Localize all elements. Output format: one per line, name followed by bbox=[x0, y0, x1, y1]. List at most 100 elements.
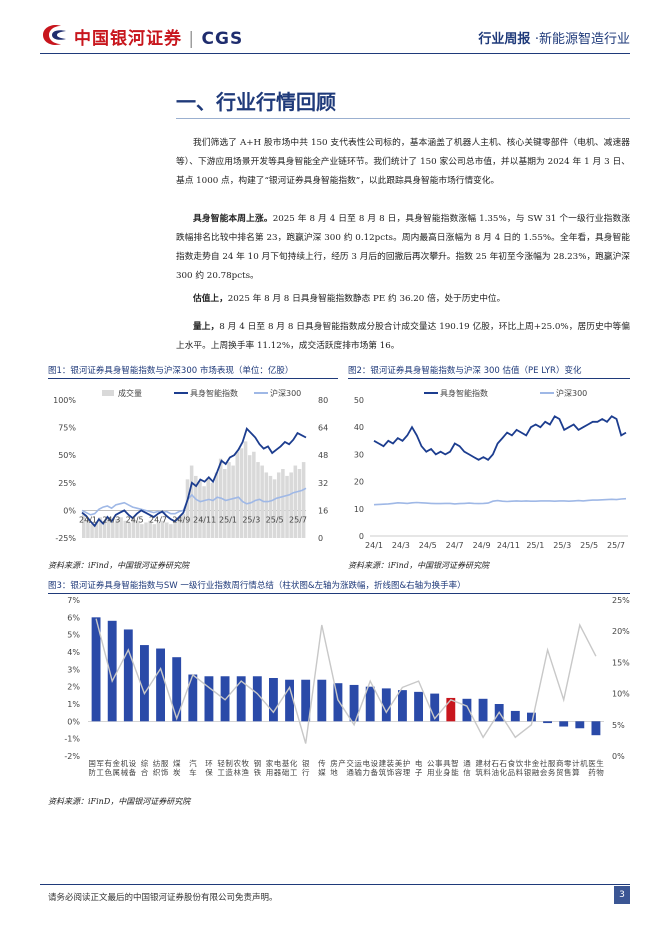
volume-bar bbox=[293, 465, 298, 538]
y-tick-label: 30 bbox=[354, 450, 364, 459]
header-divider bbox=[40, 53, 630, 54]
bar-change-pct bbox=[510, 710, 520, 722]
report-sector: ·新能源智造行业 bbox=[534, 32, 630, 47]
cgs-logo: 中国银河证券 | CGS bbox=[40, 20, 242, 52]
y-right-tick-label: 20% bbox=[612, 627, 630, 636]
volume-bar bbox=[115, 519, 119, 538]
series-line-turnover bbox=[95, 618, 597, 744]
volume-bar bbox=[131, 519, 136, 538]
x-category-label: 非银金融 bbox=[524, 758, 540, 777]
x-category-label: 交通运输 bbox=[346, 758, 362, 777]
figure2-title-divider bbox=[348, 378, 630, 379]
volume-bar bbox=[202, 486, 206, 538]
y-right-tick-label: 25% bbox=[612, 596, 630, 605]
x-category-label: 建筑装饰 bbox=[379, 758, 395, 777]
volume-bar bbox=[135, 520, 140, 538]
y-left-tick-label: 3% bbox=[67, 665, 80, 674]
y-left-tick-label: 7% bbox=[67, 596, 80, 605]
legend-swatch bbox=[102, 390, 114, 396]
x-category-label: 通信 bbox=[463, 758, 471, 777]
bar-change-pct bbox=[591, 721, 601, 736]
x-tick-label: 25/1 bbox=[219, 515, 237, 524]
figure1-source: 资料来源：iFind，中国银河证券研究院 bbox=[48, 561, 189, 570]
x-tick-label: 25/3 bbox=[553, 541, 571, 550]
figure3-chart: 7% 6% 5% 4% 3% 2% 1% 0% -1% -2% 25% 20% 15% 10% 5% 0% 国防… bbox=[64, 596, 630, 777]
y-left-tick-label: 5% bbox=[67, 631, 80, 640]
y-right-tick-label: 5% bbox=[612, 721, 625, 730]
paragraph-intro: 我们筛选了 A+H 股市场中共 150 支代表性公司标的，基本涵盖了机器人主机、… bbox=[176, 134, 630, 191]
volume-bar bbox=[194, 475, 198, 538]
x-category-label: 综合 bbox=[141, 758, 149, 777]
x-tick-label: 24/5 bbox=[419, 541, 437, 550]
legend-label: 成交量 bbox=[118, 388, 142, 398]
y-tick-label: 50 bbox=[354, 396, 364, 405]
paragraph-lead: 具身智能本周上涨。 bbox=[193, 214, 273, 224]
y-right-tick-label: 48 bbox=[318, 451, 328, 460]
paragraph-valuation: 估值上，2025 年 8 月 8 日具身智能指数静态 PE 约 36.20 倍，… bbox=[176, 290, 630, 309]
x-category-label: 机械设备 bbox=[121, 758, 137, 777]
y-left-tick-label: -2% bbox=[64, 752, 80, 761]
x-category-label: 具身智能 bbox=[443, 758, 459, 777]
y-left-tick-label: 0% bbox=[63, 506, 76, 515]
x-category-label: 食品饮料 bbox=[508, 758, 524, 777]
y-right-tick-label: 15% bbox=[612, 658, 630, 667]
volume-bar bbox=[281, 469, 285, 538]
bar-change-pct bbox=[140, 645, 149, 722]
series-line-hs300 bbox=[81, 487, 307, 516]
y-left-tick-label: 50% bbox=[58, 451, 76, 460]
volume-bar bbox=[252, 451, 256, 538]
bar-change-pct bbox=[172, 657, 182, 722]
volume-bar bbox=[169, 524, 173, 538]
page-number: 3 bbox=[614, 886, 630, 904]
volume-bar bbox=[223, 469, 227, 538]
x-category-label: 家用电器 bbox=[266, 758, 282, 777]
x-category-label: 基础化工 bbox=[282, 758, 298, 777]
figure3-title: 图3：银河证券具身智能指数与SW 一级行业指数周行情总结（柱状图&左轴为涨跌幅，… bbox=[48, 581, 466, 591]
x-tick-label: 24/7 bbox=[446, 541, 464, 550]
volume-bar bbox=[177, 519, 181, 538]
y-left-tick-label: 4% bbox=[67, 648, 80, 657]
paragraph-lead: 估值上， bbox=[193, 294, 228, 304]
bar-change-pct bbox=[285, 679, 294, 722]
x-tick-label: 24/11 bbox=[497, 541, 520, 550]
bar-change-pct bbox=[317, 679, 327, 722]
bar-change-pct bbox=[430, 693, 440, 722]
figure1-title: 图1：银河证券具身智能指数与沪深300 市场表现（单位：亿股） bbox=[48, 366, 294, 376]
x-category-label: 公用事业 bbox=[427, 758, 443, 777]
logo-chinese-name: 中国银河证券 bbox=[74, 29, 182, 49]
volume-bar bbox=[164, 522, 169, 538]
x-category-label: 石油石化 bbox=[491, 759, 507, 777]
volume-bar bbox=[148, 520, 152, 538]
x-category-label: 有色金属 bbox=[104, 758, 120, 777]
x-category-label: 电力设备 bbox=[362, 758, 378, 777]
volume-bar bbox=[144, 522, 148, 538]
y-left-tick-label: 2% bbox=[67, 683, 80, 692]
bar-change-pct bbox=[107, 620, 117, 722]
volume-bar bbox=[102, 520, 107, 538]
bar-change-pct bbox=[527, 712, 536, 722]
volume-bar bbox=[82, 513, 86, 538]
bar-change-pct bbox=[414, 691, 423, 722]
x-tick-label: 24/5 bbox=[126, 515, 144, 524]
legend-label: 具身智能指数 bbox=[190, 388, 238, 398]
x-tick-label: 25/5 bbox=[266, 515, 284, 524]
volume-bar bbox=[214, 472, 219, 538]
series-line-hs300 bbox=[373, 497, 627, 506]
bar-change-pct bbox=[349, 684, 359, 722]
x-category-label: 社会服务 bbox=[540, 758, 556, 777]
volume-bar bbox=[268, 475, 273, 538]
y-left-tick-label: 1% bbox=[67, 700, 80, 709]
volume-bar bbox=[185, 479, 190, 538]
volume-bar bbox=[206, 477, 210, 538]
volume-bar bbox=[289, 472, 293, 538]
bar-change-pct bbox=[188, 674, 198, 722]
y-tick-label: 0 bbox=[359, 532, 364, 541]
x-category-label: 医药生物 bbox=[588, 758, 604, 777]
bar-change-pct bbox=[381, 688, 391, 722]
x-category-label: 轻工制造 bbox=[217, 758, 233, 777]
volume-bar bbox=[285, 475, 289, 538]
footer-divider bbox=[40, 884, 630, 885]
cgs-logo-mark-icon bbox=[43, 25, 66, 45]
x-category-label: 美容护理 bbox=[395, 758, 411, 777]
volume-bar bbox=[264, 472, 269, 538]
